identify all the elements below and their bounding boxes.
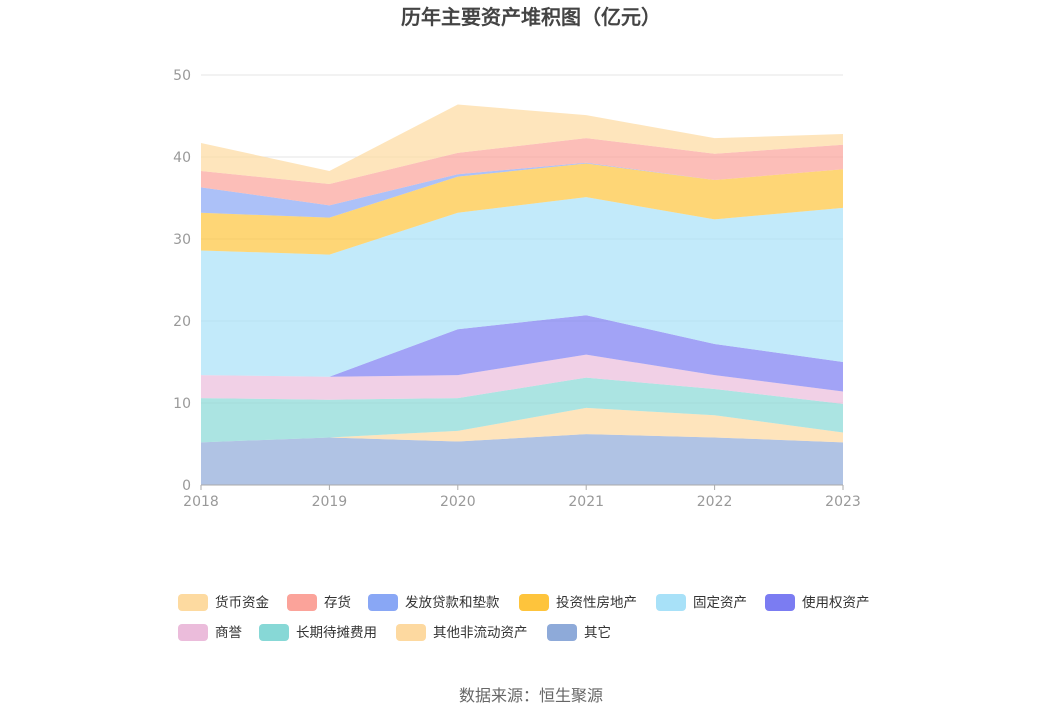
x-tick-label: 2018 [183, 494, 219, 510]
y-tick-label: 0 [182, 478, 191, 494]
legend-swatch [178, 594, 208, 611]
legend-label: 商誉 [215, 625, 242, 641]
legend-item-发放贷款和垫款[interactable]: 发放贷款和垫款 [368, 594, 500, 611]
x-tick-label: 2021 [568, 494, 604, 510]
legend-label: 货币资金 [215, 594, 269, 611]
legend-label: 其他非流动资产 [433, 625, 528, 641]
legend-item-使用权资产[interactable]: 使用权资产 [765, 594, 870, 611]
legend-swatch [547, 624, 577, 641]
area-series [201, 104, 843, 485]
legend-label: 使用权资产 [802, 594, 870, 611]
legend-swatch [765, 594, 795, 611]
legend-item-投资性房地产[interactable]: 投资性房地产 [519, 594, 637, 611]
area-series-投资性房地产 [201, 163, 843, 255]
area-series-其他非流动资产 [201, 407, 843, 443]
x-tick-label: 2022 [697, 494, 733, 510]
area-series-存货 [201, 138, 843, 206]
legend-label: 发放贷款和垫款 [405, 595, 500, 611]
x-tick-label: 2019 [312, 494, 348, 510]
y-tick-label: 30 [173, 232, 191, 248]
area-series-其它 [201, 434, 843, 485]
area-series-固定资产 [201, 197, 843, 377]
legend-item-货币资金[interactable]: 货币资金 [178, 594, 269, 611]
legend-label: 固定资产 [693, 595, 747, 611]
y-tick-label: 20 [173, 314, 191, 330]
area-series-长期待摊费用 [201, 377, 843, 443]
data-source-note: 数据来源：恒生聚源 [458, 686, 603, 705]
legend-item-商誉[interactable]: 商誉 [178, 624, 242, 641]
legend-item-其他非流动资产[interactable]: 其他非流动资产 [396, 624, 528, 641]
y-tick-label: 50 [173, 68, 191, 84]
y-tick-label: 40 [173, 150, 191, 166]
area-series-商誉 [201, 354, 843, 404]
axes: 0 10 20 30 40 50 2018 2019 2020 2021 2022 2023 [173, 68, 861, 510]
legend-label: 其它 [584, 624, 611, 641]
legend-swatch [368, 594, 398, 611]
legend-swatch [396, 624, 426, 641]
legend-swatch [287, 594, 317, 611]
x-tick-label: 2023 [825, 494, 861, 510]
legend-item-长期待摊费用[interactable]: 长期待摊费用 [259, 624, 377, 641]
legend-label: 长期待摊费用 [296, 625, 377, 641]
legend-swatch [656, 594, 686, 611]
area-series-货币资金 [201, 104, 843, 185]
legend-item-其它[interactable]: 其它 [547, 624, 611, 641]
legend-swatch [519, 594, 549, 611]
legend-swatch [178, 624, 208, 641]
area-series-使用权资产 [201, 315, 843, 392]
legend-item-存货[interactable]: 存货 [287, 594, 351, 611]
legend-label: 存货 [324, 594, 351, 611]
legend-label: 投资性房地产 [556, 595, 637, 611]
chart-title: 历年主要资产堆积图（亿元） [401, 5, 661, 29]
area-series-发放贷款和垫款 [201, 162, 843, 218]
legend-item-固定资产[interactable]: 固定资产 [656, 594, 747, 611]
y-tick-label: 10 [173, 396, 191, 412]
x-tick-label: 2020 [440, 494, 476, 510]
legend-swatch [259, 624, 289, 641]
